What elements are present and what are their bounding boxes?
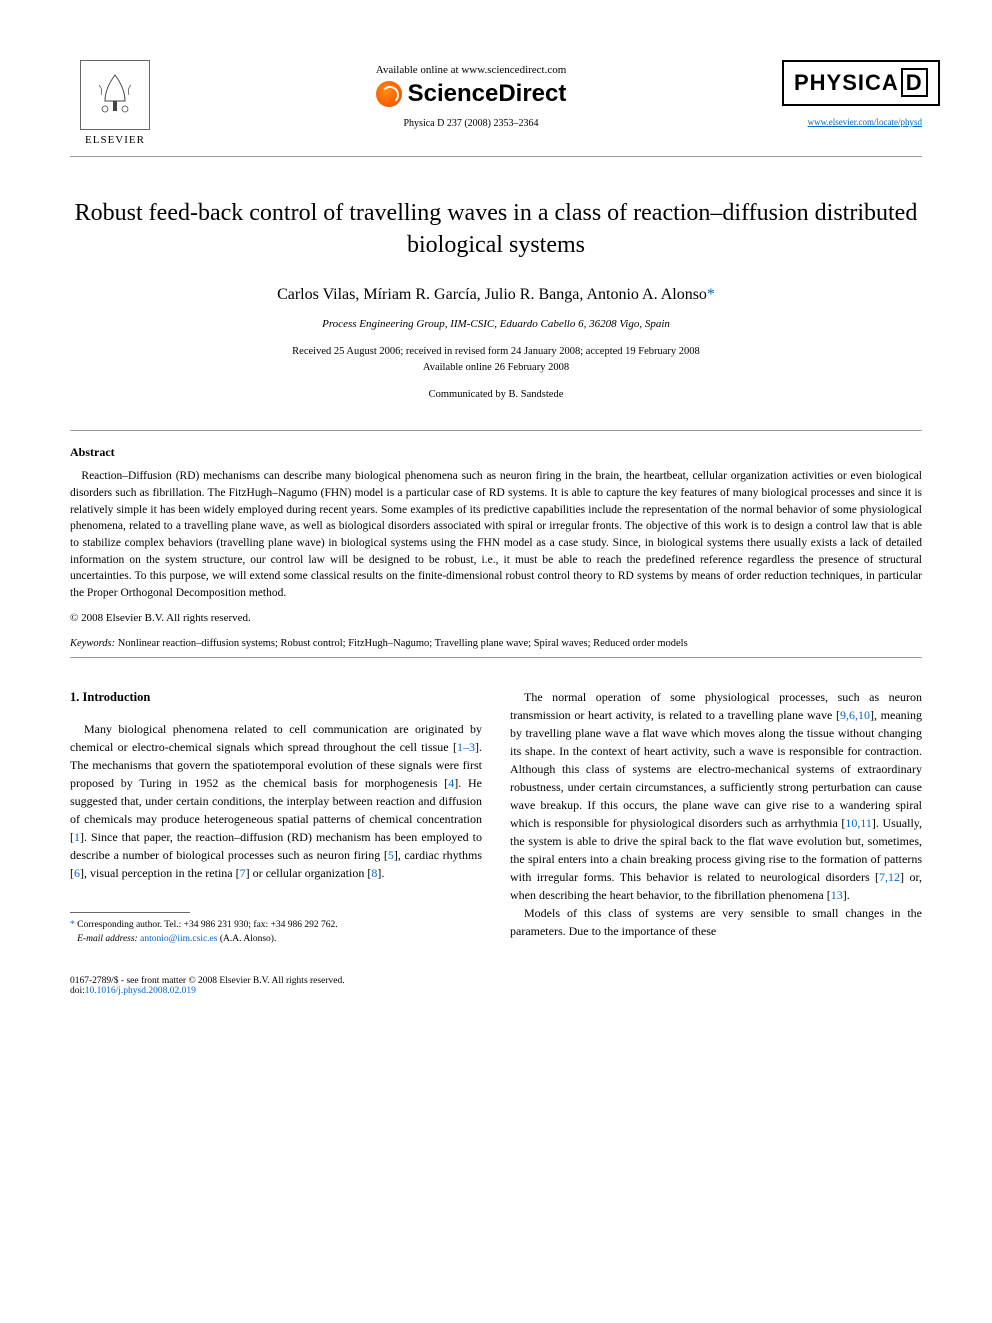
article-dates: Received 25 August 2006; received in rev… bbox=[70, 344, 922, 376]
page-footer: 0167-2789/$ - see front matter © 2008 El… bbox=[70, 976, 922, 996]
dates-line-2: Available online 26 February 2008 bbox=[70, 360, 922, 376]
abstract-bottom-divider bbox=[70, 657, 922, 658]
physica-logo-box: PHYSICAD bbox=[782, 60, 940, 106]
citation-link[interactable]: 7,12 bbox=[879, 870, 900, 884]
sciencedirect-swirl-icon bbox=[376, 81, 402, 107]
right-column: The normal operation of some physiologic… bbox=[510, 688, 922, 946]
corresponding-email-link[interactable]: antonio@iim.csic.es bbox=[140, 934, 217, 944]
keywords-line: Keywords: Nonlinear reaction–diffusion s… bbox=[70, 638, 922, 649]
citation-link[interactable]: 13 bbox=[831, 888, 843, 902]
intro-paragraph-3: Models of this class of systems are very… bbox=[510, 904, 922, 940]
elsevier-tree-icon bbox=[80, 60, 150, 130]
affiliation: Process Engineering Group, IIM-CSIC, Edu… bbox=[70, 318, 922, 330]
footnote-star-icon: * bbox=[70, 920, 75, 930]
left-column: 1. Introduction Many biological phenomen… bbox=[70, 688, 482, 946]
abstract-text: Reaction–Diffusion (RD) mechanisms can d… bbox=[70, 468, 922, 601]
abstract-heading: Abstract bbox=[70, 445, 922, 460]
doi-link[interactable]: 10.1016/j.physd.2008.02.019 bbox=[85, 986, 196, 996]
citation-link[interactable]: 9,6,10 bbox=[840, 708, 870, 722]
journal-header: ELSEVIER Available online at www.science… bbox=[70, 60, 922, 146]
journal-reference: Physica D 237 (2008) 2353–2364 bbox=[160, 118, 782, 129]
abstract-top-divider bbox=[70, 430, 922, 431]
dates-line-1: Received 25 August 2006; received in rev… bbox=[70, 344, 922, 360]
header-divider bbox=[70, 156, 922, 157]
article-title: Robust feed-back control of travelling w… bbox=[70, 197, 922, 262]
authors-text: Carlos Vilas, Míriam R. García, Julio R.… bbox=[277, 286, 707, 303]
citation-link[interactable]: 10,11 bbox=[845, 816, 872, 830]
elsevier-logo-block: ELSEVIER bbox=[70, 60, 160, 146]
physica-text: PHYSICA bbox=[794, 70, 899, 95]
footnote-email-suffix: (A.A. Alonso). bbox=[220, 934, 276, 944]
issn-copyright-line: 0167-2789/$ - see front matter © 2008 El… bbox=[70, 976, 345, 986]
corresponding-author-footnote: * Corresponding author. Tel.: +34 986 23… bbox=[70, 919, 482, 946]
doi-label: doi: bbox=[70, 986, 85, 996]
intro-paragraph-2: The normal operation of some physiologic… bbox=[510, 688, 922, 904]
header-center: Available online at www.sciencedirect.co… bbox=[160, 60, 782, 129]
abstract-body: Reaction–Diffusion (RD) mechanisms can d… bbox=[70, 470, 922, 599]
corresponding-author-star-icon: * bbox=[707, 286, 715, 303]
footer-left: 0167-2789/$ - see front matter © 2008 El… bbox=[70, 976, 345, 996]
communicated-by: Communicated by B. Sandstede bbox=[70, 389, 922, 400]
citation-link[interactable]: 1–3 bbox=[457, 740, 475, 754]
author-list: Carlos Vilas, Míriam R. García, Julio R.… bbox=[70, 286, 922, 304]
elsevier-label: ELSEVIER bbox=[70, 134, 160, 146]
keywords-label: Keywords: bbox=[70, 638, 115, 649]
journal-homepage-link[interactable]: www.elsevier.com/locate/physd bbox=[808, 117, 922, 127]
physica-d-letter: D bbox=[901, 68, 928, 97]
section-1-heading: 1. Introduction bbox=[70, 688, 482, 707]
journal-logo-block: PHYSICAD www.elsevier.com/locate/physd bbox=[782, 60, 922, 130]
sciencedirect-text: ScienceDirect bbox=[408, 80, 567, 108]
footnote-divider bbox=[70, 912, 190, 913]
footnote-email-label: E-mail address: bbox=[77, 934, 138, 944]
intro-paragraph-1: Many biological phenomena related to cel… bbox=[70, 720, 482, 882]
body-two-column: 1. Introduction Many biological phenomen… bbox=[70, 688, 922, 946]
keywords-text: Nonlinear reaction–diffusion systems; Ro… bbox=[118, 638, 688, 649]
abstract-copyright: © 2008 Elsevier B.V. All rights reserved… bbox=[70, 612, 922, 624]
sciencedirect-logo: ScienceDirect bbox=[160, 80, 782, 108]
footnote-corr-text: Corresponding author. Tel.: +34 986 231 … bbox=[77, 920, 338, 930]
available-online-text: Available online at www.sciencedirect.co… bbox=[160, 64, 782, 76]
